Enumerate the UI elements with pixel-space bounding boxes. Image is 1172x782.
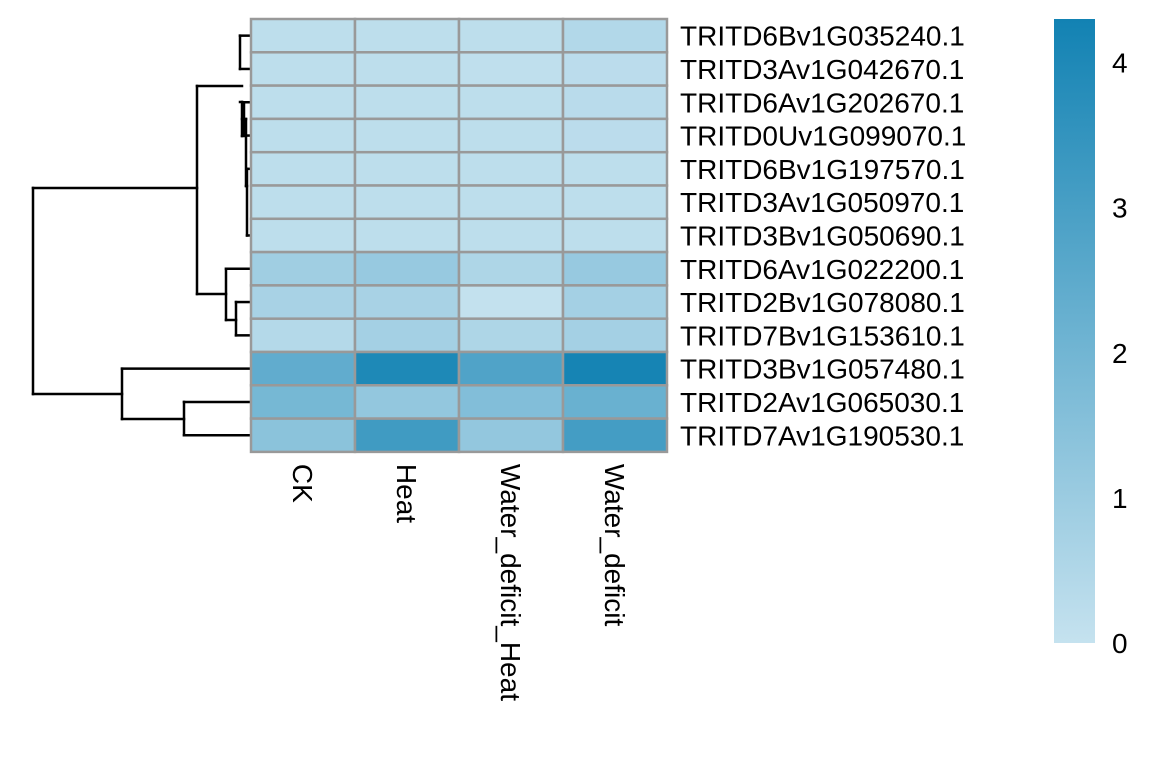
column-label: Heat [391, 464, 422, 523]
heatmap-cell [249, 17, 357, 54]
heatmap-cell [561, 17, 669, 54]
heatmap-cell [561, 317, 669, 354]
heatmap-cell [561, 384, 669, 420]
heatmap-cell [353, 350, 461, 387]
heatmap-cell [561, 150, 669, 187]
heatmap-cell [249, 417, 357, 454]
heatmap-cell [561, 51, 669, 87]
heatmap-cell [457, 350, 565, 387]
heatmap-cell [353, 284, 461, 320]
heatmap-cell [561, 184, 669, 221]
heatmap-cell [457, 17, 565, 54]
row-label: TRITD3Av1G050970.1 [680, 187, 964, 218]
colorbar-tick-label: 1 [1112, 483, 1128, 514]
colorbar-tick-label: 2 [1112, 338, 1128, 369]
row-label: TRITD3Av1G042670.1 [680, 54, 964, 85]
colorbar-gradient [1054, 19, 1095, 643]
row-labels: TRITD6Bv1G035240.1TRITD3Av1G042670.1TRIT… [680, 21, 966, 452]
heatmap-cell [457, 117, 565, 154]
row-label: TRITD6Av1G202670.1 [680, 87, 964, 118]
heatmap-cell [353, 217, 461, 254]
heatmap-cell [353, 84, 461, 121]
heatmap-cell [457, 284, 565, 320]
row-label: TRITD7Bv1G153610.1 [680, 320, 965, 351]
heatmap-cell [249, 184, 357, 221]
row-label: TRITD6Bv1G197570.1 [680, 154, 965, 185]
heatmap-cell [353, 417, 461, 454]
row-label: TRITD6Bv1G035240.1 [680, 21, 965, 52]
heatmap-cell [457, 384, 565, 420]
heatmap-cell [457, 417, 565, 454]
heatmap-cell [561, 217, 669, 254]
colorbar-legend: 0 1 2 3 4 [1054, 19, 1128, 659]
heatmap-cell [457, 250, 565, 287]
column-labels: CK Heat Water_deficit_Heat Water_deficit [287, 464, 630, 701]
heatmap-cell [457, 184, 565, 221]
row-label: TRITD3Bv1G050690.1 [680, 220, 965, 251]
row-label: TRITD2Av1G065030.1 [680, 387, 964, 418]
heatmap-cell [353, 117, 461, 154]
heatmap-cell [353, 184, 461, 221]
heatmap-cell [249, 317, 357, 354]
heatmap-cells [249, 17, 669, 454]
heatmap-cell [353, 150, 461, 187]
heatmap-cell [249, 84, 357, 121]
heatmap-cell [457, 51, 565, 87]
heatmap-cell [249, 250, 357, 287]
heatmap-cell [249, 117, 357, 154]
heatmap-cell [353, 317, 461, 354]
column-label: Water_deficit [599, 464, 630, 627]
row-label: TRITD3Bv1G057480.1 [680, 354, 965, 385]
heatmap-cell [353, 51, 461, 87]
heatmap-cell [249, 217, 357, 254]
heatmap-cell [457, 217, 565, 254]
heatmap-cell [561, 84, 669, 121]
row-label: TRITD7Av1G190530.1 [680, 420, 964, 451]
row-label: TRITD0Uv1G099070.1 [680, 121, 966, 152]
heatmap-cell [457, 150, 565, 187]
column-label: CK [287, 464, 318, 503]
heatmap-cell [353, 384, 461, 420]
colorbar-tick-label: 3 [1112, 193, 1128, 224]
heatmap-cell [457, 317, 565, 354]
column-label: Water_deficit_Heat [495, 464, 526, 701]
heatmap-cell [353, 17, 461, 54]
heatmap-cell [249, 350, 357, 387]
heatmap-cell [561, 417, 669, 454]
colorbar-tick-label: 0 [1112, 628, 1128, 659]
heatmap-cell [249, 150, 357, 187]
heatmap-cell [457, 84, 565, 121]
heatmap-cell [249, 384, 357, 420]
heatmap-cell [561, 117, 669, 154]
heatmap-cell [561, 284, 669, 320]
row-label: TRITD6Av1G022200.1 [680, 254, 964, 285]
row-dendrogram [31, 34, 251, 437]
heatmap-cell [561, 250, 669, 287]
row-label: TRITD2Bv1G078080.1 [680, 287, 965, 318]
heatmap-cell [249, 51, 357, 87]
heatmap-cell [249, 284, 357, 320]
heatmap-cell [561, 350, 669, 387]
heatmap-cell [353, 250, 461, 287]
colorbar-tick-label: 4 [1112, 48, 1128, 79]
